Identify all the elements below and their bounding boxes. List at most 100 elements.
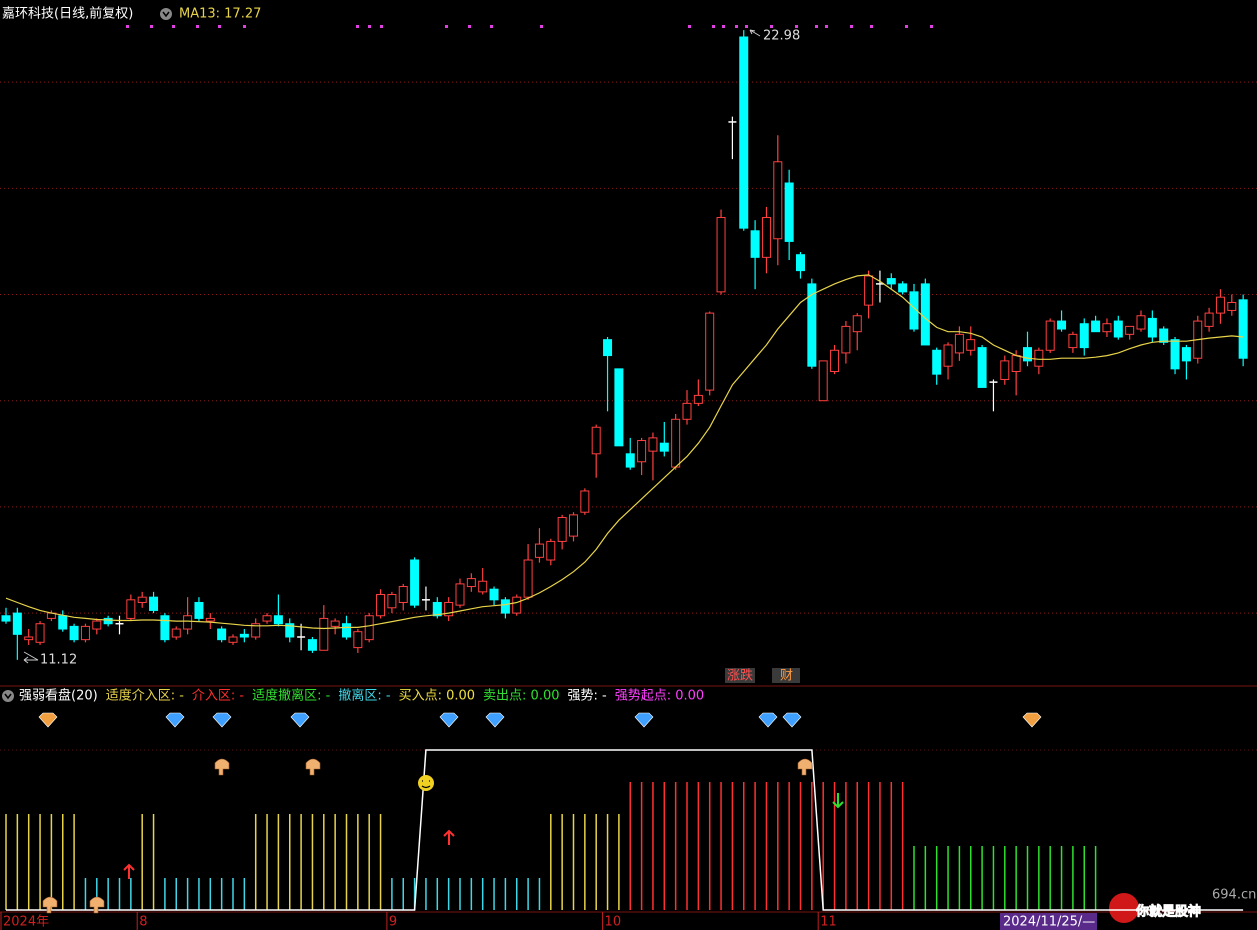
candle-body: [580, 490, 590, 513]
signal-dot: [722, 25, 725, 28]
candle-body: [1, 615, 11, 622]
icon-smiley-face: [421, 780, 431, 789]
candle-body: [1000, 360, 1010, 380]
icon-diamond: [38, 712, 58, 728]
candle-body: [784, 182, 794, 242]
watermark-site: 694.cn: [1212, 888, 1256, 903]
candle-body: [126, 599, 136, 619]
candle-body: [1045, 320, 1055, 351]
candle-body: [569, 514, 578, 537]
candle-body: [716, 217, 726, 293]
ma-line: [5, 274, 1244, 630]
signal-dot: [930, 25, 933, 28]
legend-entry: 卖出点: 0.00: [483, 689, 559, 704]
candle-body: [444, 601, 454, 617]
candle-body: [217, 628, 227, 641]
watermark-logo: [1109, 893, 1139, 923]
legend-entry: 强势: -: [568, 688, 608, 704]
signal-dot: [735, 25, 738, 28]
x-tick-label: 8: [139, 915, 147, 930]
candle-body: [205, 617, 215, 622]
tag[interactable]: 涨跌: [727, 668, 753, 684]
candle-body: [943, 344, 953, 367]
candle-body: [512, 596, 522, 614]
candle-body: [1125, 325, 1135, 335]
candle-body: [500, 599, 510, 614]
candle-body: [1159, 328, 1169, 343]
legend-entry: 撤离区: -: [338, 688, 391, 704]
indicator-title: 强弱看盘(20): [19, 688, 98, 704]
candle-body: [103, 617, 113, 625]
signal-dot: [196, 25, 199, 28]
signal-dot: [540, 25, 543, 28]
candle-body: [637, 440, 647, 463]
icon-smiley: [418, 775, 434, 791]
candle-body: [1011, 355, 1021, 373]
icon-hand: [42, 896, 58, 914]
icon-diamond: [634, 712, 654, 728]
candle-body: [376, 594, 386, 617]
signal-dot: [770, 25, 773, 28]
high-label: 22.98: [763, 29, 800, 44]
candle-body: [603, 339, 613, 357]
candle-body: [262, 615, 272, 622]
candle-body: [92, 620, 102, 630]
candle-body: [1113, 320, 1123, 338]
candle-body: [796, 254, 805, 272]
icon-hand: [305, 758, 321, 776]
tag[interactable]: 财: [780, 669, 793, 684]
icon-arrow: [832, 793, 844, 809]
signal-dot: [815, 25, 818, 28]
candle-body: [693, 394, 703, 404]
candle-body: [364, 615, 374, 641]
candle-body: [1068, 333, 1078, 349]
signal-dot: [795, 25, 798, 28]
candle-body: [319, 617, 329, 651]
signal-dot: [368, 25, 371, 28]
candle-body: [410, 559, 420, 606]
legend-entry: 介入区: -: [192, 689, 245, 704]
menu-icon[interactable]: [2, 690, 14, 702]
signal-dot: [745, 25, 748, 28]
signal-dot: [850, 25, 853, 28]
candle-body: [1181, 347, 1191, 362]
menu-icon-chevron: [4, 693, 12, 700]
candle-body: [1147, 317, 1157, 338]
x-tick-label: 10: [605, 915, 622, 930]
candle-body: [398, 586, 408, 603]
signal-dot: [150, 25, 153, 28]
signal-dot: [490, 25, 493, 28]
tag-box[interactable]: [772, 668, 800, 683]
menu-icon[interactable]: [160, 8, 172, 20]
high-arrow: [749, 29, 761, 37]
tag-box[interactable]: [725, 668, 755, 683]
candle-body: [534, 543, 544, 558]
watermark: 你就是股神: [1135, 904, 1201, 920]
chart-title: 嘉环科技(日线,前复权): [2, 6, 133, 22]
legend-entry: 适度介入区: -: [106, 688, 185, 704]
candle-body: [342, 623, 351, 638]
candle-body: [160, 615, 170, 641]
candle-body: [149, 596, 159, 611]
icon-diamond: [165, 712, 185, 728]
candle-body: [1227, 301, 1237, 311]
candle-body: [80, 625, 90, 641]
signal-dot: [445, 25, 448, 28]
candle-body: [1215, 296, 1225, 314]
signal-dot: [688, 25, 691, 28]
candle-body: [489, 588, 499, 601]
icon-arrow: [443, 829, 455, 845]
candle-body: [1136, 315, 1146, 330]
candle-body: [648, 437, 658, 452]
candle-body: [330, 620, 340, 627]
candle-body: [285, 623, 295, 638]
icon-arrow: [123, 863, 135, 879]
candle-body: [171, 628, 181, 638]
candle-body: [909, 291, 919, 330]
candle-body: [273, 615, 283, 625]
candle-body: [455, 583, 465, 606]
candle-body: [432, 601, 442, 617]
candle-body: [852, 315, 862, 333]
